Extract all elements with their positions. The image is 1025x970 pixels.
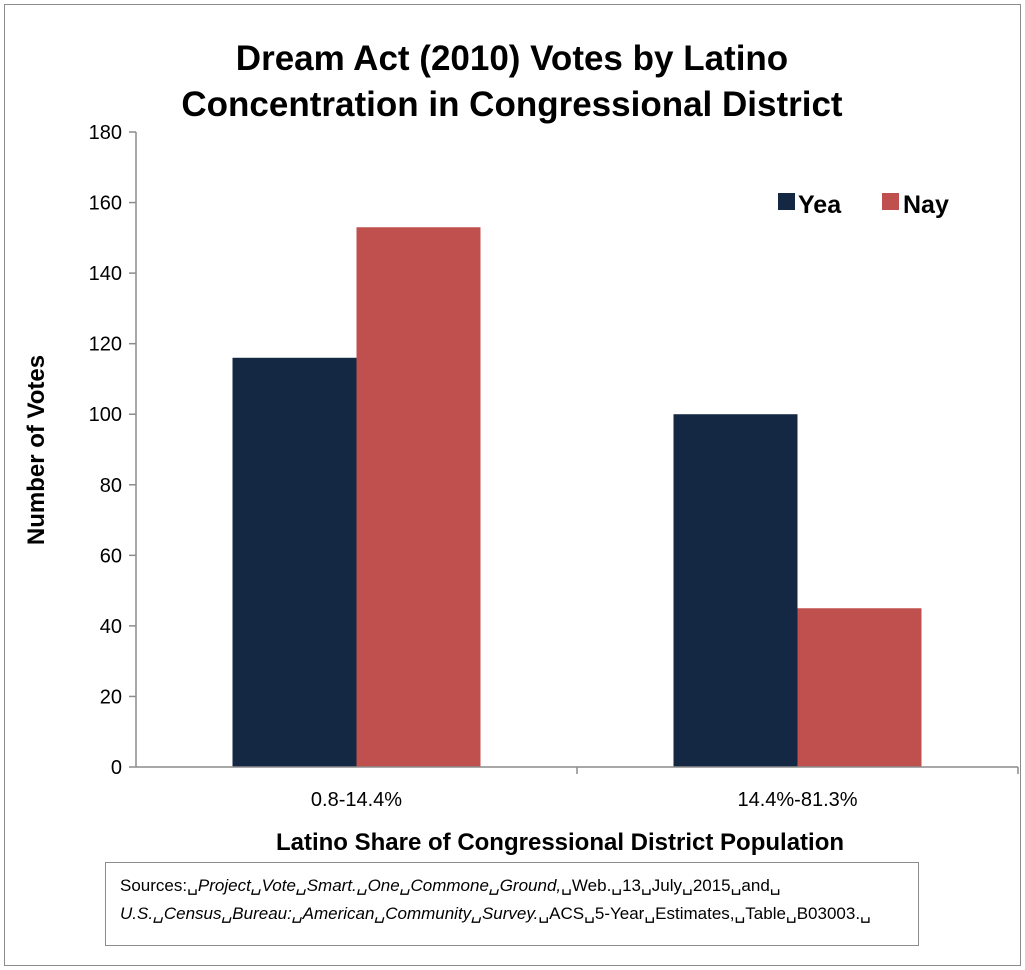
bar-yea-1	[232, 357, 357, 767]
x-tick-label: 14.4%-81.3%	[737, 789, 857, 811]
sources-line-2-italic: U.S.␣Census␣Bureau:␣American␣Community␣S…	[120, 904, 539, 923]
y-tick-label: 40	[100, 616, 122, 638]
x-axis-title: Latino Share of Congressional District P…	[276, 829, 844, 856]
sources-line-1-suffix: ␣Web.␣13␣July␣2015␣and␣	[561, 876, 781, 895]
x-tick-label: 0.8-14.4%	[311, 789, 402, 811]
sources-line-2-suffix: ␣ACS␣5-Year␣Estimates,␣Table␣B03003.␣	[538, 904, 871, 923]
chart-title-line-2: Concentration in Congressional District	[181, 85, 843, 124]
y-tick-label: 80	[100, 475, 122, 497]
legend: Yea Nay	[778, 191, 949, 219]
y-tick-label: 20	[100, 686, 122, 708]
bar-yea-2	[673, 414, 798, 767]
y-axis-ticks: 0 20 40 60 80 100 120 140 160 180	[89, 122, 136, 779]
y-tick-label: 100	[89, 404, 122, 426]
y-tick-label: 120	[89, 334, 122, 356]
chart-title-line-1: Dream Act (2010) Votes by Latino	[236, 39, 788, 78]
sources-note: Sources:␣Project␣Vote␣Smart.␣One␣Commone…	[105, 862, 919, 946]
chart-frame	[4, 4, 1021, 966]
legend-label-nay: Nay	[903, 191, 949, 219]
y-tick-label: 0	[111, 757, 122, 779]
sources-line-1: Sources:␣Project␣Vote␣Smart.␣One␣Commone…	[120, 872, 904, 900]
y-axis-title: Number of Votes	[23, 355, 50, 545]
sources-line-1-italic: Project␣Vote␣Smart.␣One␣Commone␣Ground,	[197, 876, 562, 895]
legend-swatch-nay	[882, 193, 899, 210]
y-tick-label: 140	[89, 263, 122, 285]
y-tick-label: 60	[100, 545, 122, 567]
y-tick-label: 160	[89, 193, 122, 215]
x-axis-ticks: 0.8-14.4% 14.4%-81.3%	[311, 767, 1019, 811]
legend-swatch-yea	[778, 193, 795, 210]
bar-nay-1	[356, 227, 481, 767]
bar-nay-2	[797, 608, 922, 767]
sources-line-2: U.S.␣Census␣Bureau:␣American␣Community␣S…	[120, 900, 904, 928]
legend-label-yea: Yea	[798, 191, 842, 219]
y-tick-label: 180	[89, 122, 122, 144]
sources-line-1-prefix: Sources:␣	[120, 876, 198, 895]
bars	[232, 227, 922, 767]
